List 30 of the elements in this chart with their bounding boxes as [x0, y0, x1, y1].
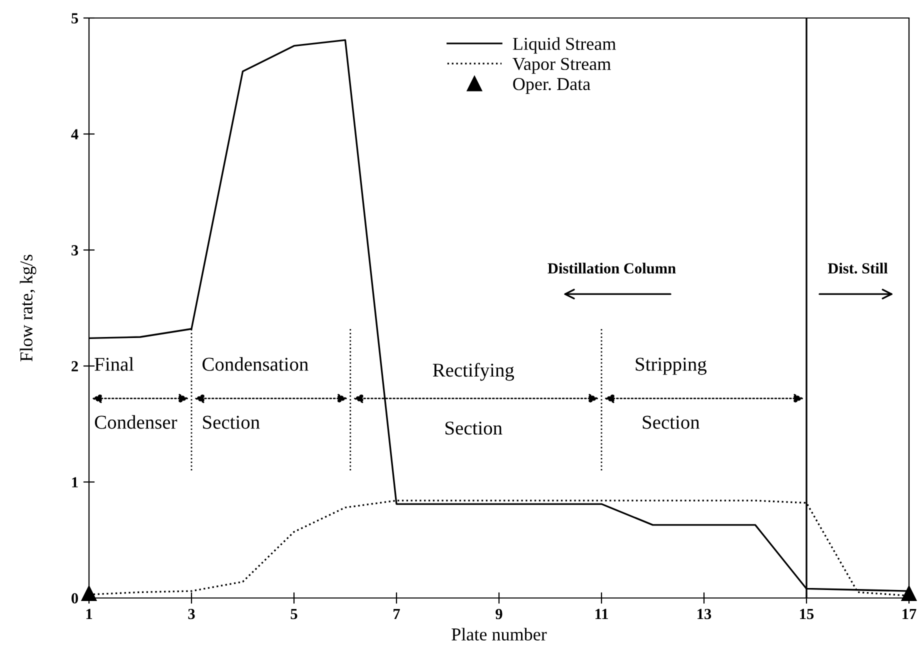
x-tick-label: 5	[290, 609, 298, 620]
x-tick-label: 13	[698, 608, 712, 620]
y-tick-label: 2	[72, 361, 78, 372]
x-tick-label: 17	[902, 608, 916, 620]
x-tick-label: 11	[596, 608, 608, 620]
y-tick-label: 4	[71, 129, 78, 140]
x-tick-label: 1	[86, 608, 92, 620]
x-tick-label: 7	[394, 609, 400, 620]
annotation: Section	[446, 422, 502, 435]
y-tick-label: 0	[72, 593, 78, 604]
annotation: Rectifying	[432, 362, 514, 381]
x-tick-label: 3	[188, 608, 195, 620]
annotation: Condensation	[202, 357, 308, 371]
annotation: Dist. Still	[828, 262, 888, 274]
y-tick-label: 5	[72, 13, 78, 24]
y-axis-title: Flow rate, kg/s	[20, 254, 36, 362]
annotation: Final	[94, 357, 134, 371]
legend-label: Vapor Stream	[512, 58, 611, 74]
x-tick-label: 9	[496, 608, 502, 620]
annotation: Section	[642, 416, 700, 429]
annotation: Condenser	[94, 415, 178, 429]
annotation: Section	[203, 416, 260, 429]
legend-label: Liquid Stream	[512, 37, 616, 54]
annotation: Stripping	[636, 358, 707, 375]
y-tick-label: 3	[72, 245, 78, 256]
x-tick-label: 15	[800, 608, 814, 620]
x-axis-title: Plate number	[452, 628, 547, 641]
legend-label: Oper. Data	[513, 78, 590, 94]
y-tick-label: 1	[72, 477, 78, 488]
annotation: Distillation Column	[548, 262, 676, 274]
